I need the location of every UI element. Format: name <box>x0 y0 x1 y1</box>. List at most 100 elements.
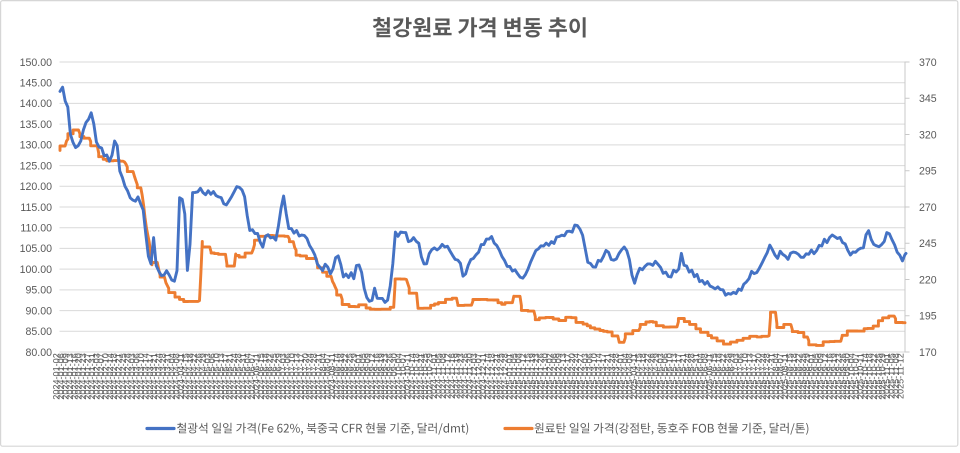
svg-text:2024-09-01: 2024-09-01 <box>354 353 364 400</box>
svg-text:2025-09-19: 2025-09-19 <box>829 353 839 400</box>
svg-text:2024-08-29: 2024-08-29 <box>349 353 359 400</box>
svg-text:2024-07-31: 2024-07-31 <box>314 353 324 400</box>
svg-text:2025-07-31: 2025-07-31 <box>767 353 777 400</box>
svg-text:2024-12-11: 2024-12-11 <box>478 353 488 399</box>
svg-text:2025-01-08: 2025-01-08 <box>514 353 524 400</box>
svg-text:2024-01-02: 2024-01-02 <box>52 353 62 400</box>
svg-text:2024-12-25: 2024-12-25 <box>496 353 506 400</box>
svg-text:2025-04-11: 2025-04-11 <box>629 353 639 399</box>
svg-text:2024-11-30: 2024-11-30 <box>465 353 475 399</box>
svg-text:2025-08-18: 2025-08-18 <box>789 353 799 400</box>
svg-text:2024-03-21: 2024-03-21 <box>149 353 159 400</box>
svg-text:2024-06-25: 2024-06-25 <box>269 353 279 400</box>
svg-text:2024-09-26: 2024-09-26 <box>385 353 395 400</box>
svg-text:2024-08-11: 2024-08-11 <box>327 353 337 399</box>
svg-text:2024-12-18: 2024-12-18 <box>487 353 497 400</box>
svg-text:2024-10-29: 2024-10-29 <box>425 353 435 400</box>
svg-text:2024-11-08: 2024-11-08 <box>438 353 448 399</box>
svg-text:2025-07-13: 2025-07-13 <box>745 353 755 400</box>
svg-text:150.00: 150.00 <box>20 57 53 69</box>
svg-text:2025-06-08: 2025-06-08 <box>700 353 710 400</box>
svg-text:2025-10-25: 2025-10-25 <box>873 353 883 400</box>
svg-text:2025-04-29: 2025-04-29 <box>651 353 661 400</box>
svg-text:2024-10-07: 2024-10-07 <box>398 353 408 400</box>
svg-text:2025-08-25: 2025-08-25 <box>798 353 808 400</box>
svg-text:2024-11-16: 2024-11-16 <box>447 353 457 399</box>
svg-text:2024-09-16: 2024-09-16 <box>371 353 381 400</box>
svg-text:2025-07-06: 2025-07-06 <box>736 353 746 400</box>
svg-text:2024-08-18: 2024-08-18 <box>336 353 346 400</box>
svg-text:2025-11-05: 2025-11-05 <box>887 353 897 399</box>
svg-text:2025-05-17: 2025-05-17 <box>673 353 683 400</box>
svg-text:2025-10-04: 2025-10-04 <box>847 353 857 400</box>
svg-text:2024-02-21: 2024-02-21 <box>114 353 124 400</box>
svg-text:2024-05-03: 2024-05-03 <box>203 353 213 400</box>
svg-text:2024-01-31: 2024-01-31 <box>87 353 97 400</box>
svg-text:170: 170 <box>919 347 937 359</box>
svg-text:2024-02-07: 2024-02-07 <box>96 353 106 400</box>
svg-text:2024-02-10: 2024-02-10 <box>100 353 110 400</box>
svg-text:2024-07-03: 2024-07-03 <box>278 353 288 400</box>
svg-text:2025-01-05: 2025-01-05 <box>509 353 519 400</box>
svg-text:2025-01-26: 2025-01-26 <box>536 353 546 400</box>
svg-text:2025-09-16: 2025-09-16 <box>824 353 834 400</box>
svg-text:2025-05-31: 2025-05-31 <box>691 353 701 400</box>
svg-text:2024-03-17: 2024-03-17 <box>145 353 155 400</box>
svg-text:2025-02-13: 2025-02-13 <box>558 353 568 400</box>
svg-text:2025-05-28: 2025-05-28 <box>687 353 697 400</box>
svg-text:2025-06-18: 2025-06-18 <box>713 353 723 400</box>
svg-text:2024-05-28: 2024-05-28 <box>234 353 244 400</box>
svg-text:2025-01-23: 2025-01-23 <box>531 353 541 400</box>
svg-text:2024-07-28: 2024-07-28 <box>309 353 319 400</box>
svg-text:2024-12-21: 2024-12-21 <box>491 353 501 400</box>
svg-text:2024-03-10: 2024-03-10 <box>136 353 146 400</box>
svg-text:2024-05-17: 2024-05-17 <box>220 353 230 400</box>
svg-text:2024-04-04: 2024-04-04 <box>167 353 177 400</box>
svg-text:370: 370 <box>919 57 937 69</box>
svg-text:2024-09-19: 2024-09-19 <box>376 353 386 400</box>
svg-text:2025-02-06: 2025-02-06 <box>549 353 559 400</box>
svg-text:2025-05-13: 2025-05-13 <box>669 353 679 400</box>
svg-text:2025-01-01: 2025-01-01 <box>505 353 515 400</box>
svg-text:2024-09-12: 2024-09-12 <box>367 353 377 400</box>
svg-text:2024-04-15: 2024-04-15 <box>180 353 190 400</box>
svg-text:270: 270 <box>919 202 937 214</box>
svg-text:2025-02-09: 2025-02-09 <box>554 353 564 400</box>
svg-text:2025-02-24: 2025-02-24 <box>571 353 581 400</box>
svg-text:2024-11-23: 2024-11-23 <box>456 353 466 399</box>
svg-text:2024-01-16: 2024-01-16 <box>69 353 79 400</box>
svg-text:2025-03-21: 2025-03-21 <box>602 353 612 400</box>
svg-text:105.00: 105.00 <box>20 243 53 255</box>
svg-text:2025-02-27: 2025-02-27 <box>576 353 586 400</box>
svg-text:2024-02-03: 2024-02-03 <box>92 353 102 400</box>
svg-text:2024-03-24: 2024-03-24 <box>154 353 164 400</box>
svg-text:2025-04-18: 2025-04-18 <box>638 353 648 400</box>
svg-text:2025-07-10: 2025-07-10 <box>740 353 750 400</box>
svg-text:2024-03-03: 2024-03-03 <box>127 353 137 400</box>
svg-text:2025-11-12: 2025-11-12 <box>896 353 906 399</box>
svg-text:2025-08-15: 2025-08-15 <box>784 353 794 400</box>
svg-text:2024-03-31: 2024-03-31 <box>163 353 173 400</box>
svg-text:95.00: 95.00 <box>25 285 52 297</box>
svg-text:2024-12-14: 2024-12-14 <box>482 353 492 400</box>
svg-text:2024-06-18: 2024-06-18 <box>260 353 270 400</box>
svg-text:2025-10-07: 2025-10-07 <box>851 353 861 400</box>
svg-text:2025-10-11: 2025-10-11 <box>856 353 866 399</box>
svg-text:2025-01-12: 2025-01-12 <box>518 353 528 400</box>
svg-text:2025-08-07: 2025-08-07 <box>776 353 786 400</box>
svg-text:2024-10-18: 2024-10-18 <box>411 353 421 400</box>
svg-text:85.00: 85.00 <box>25 326 52 338</box>
svg-text:2025-10-22: 2025-10-22 <box>869 353 879 400</box>
svg-text:2024-01-09: 2024-01-09 <box>60 353 70 400</box>
svg-text:2024-06-11: 2024-06-11 <box>251 353 261 399</box>
svg-text:2025-03-24: 2025-03-24 <box>607 353 617 400</box>
svg-text:2024-07-20: 2024-07-20 <box>300 353 310 400</box>
svg-text:2025-11-08: 2025-11-08 <box>891 353 901 399</box>
svg-text:2025-07-17: 2025-07-17 <box>749 353 759 400</box>
svg-text:2024-07-10: 2024-07-10 <box>287 353 297 400</box>
svg-text:2025-08-04: 2025-08-04 <box>771 353 781 400</box>
svg-text:130.00: 130.00 <box>20 140 53 152</box>
svg-text:2025-09-09: 2025-09-09 <box>816 353 826 400</box>
svg-text:2024-01-23: 2024-01-23 <box>78 353 88 400</box>
svg-text:2024-10-04: 2024-10-04 <box>394 353 404 400</box>
